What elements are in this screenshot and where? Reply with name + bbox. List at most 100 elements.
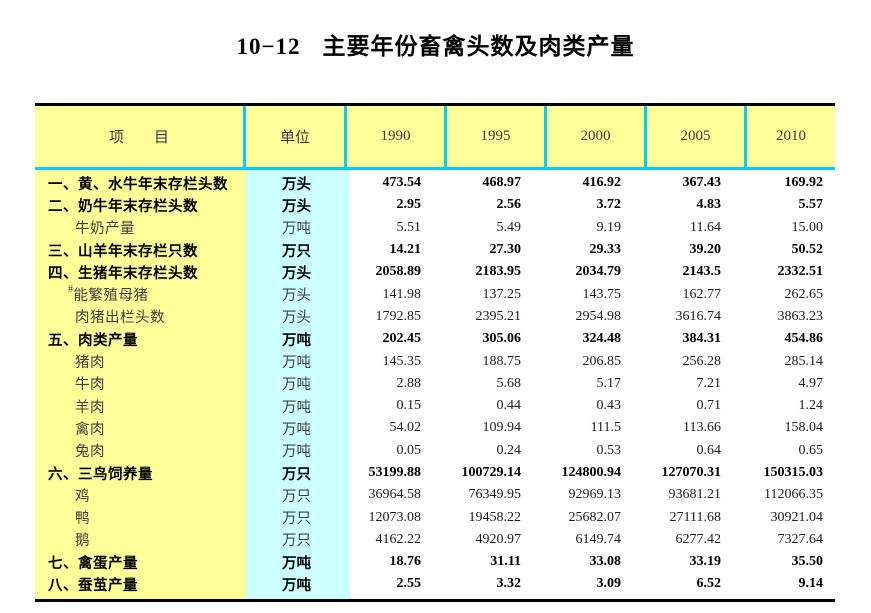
row-value-1995: 2183.95	[475, 264, 522, 280]
row-value-1990: 54.02	[389, 420, 422, 436]
table-row: # 能繁殖母猪 万头 141.98 137.25 143.75 162.77 26…	[35, 283, 835, 305]
row-label-cell: 一、黄、水牛年末存栏头数	[35, 172, 246, 194]
table-row: 鸡 万只 36964.58 76349.95 92969.13 93681.21…	[35, 484, 835, 506]
row-label-cell: # 能繁殖母猪	[35, 283, 246, 305]
row-value-1995: 109.94	[482, 420, 522, 436]
row-value-2010: 169.92	[784, 175, 824, 191]
row-value-1995: 27.30	[489, 242, 522, 258]
column-header-item: 项 目	[35, 106, 246, 167]
table-row: 六、三鸟饲养量 万只 53199.88 100729.14 124800.94 …	[35, 462, 835, 484]
row-unit: 万吨	[282, 377, 311, 394]
row-value-1995: 5.68	[496, 375, 522, 391]
row-value-2005: 11.64	[690, 219, 721, 235]
row-value-2000: 9.19	[596, 219, 622, 235]
row-unit: 万头	[282, 176, 311, 193]
row-value-2005: 27111.68	[669, 509, 721, 525]
row-value-2000: 6149.74	[575, 531, 622, 547]
row-value-1990: 18.76	[389, 554, 422, 570]
row-label-cell: 四、生猪年末存栏头数	[35, 261, 246, 283]
row-value-1990: 202.45	[382, 331, 422, 347]
row-unit: 万只	[282, 533, 311, 550]
table-row: 禽肉 万吨 54.02 109.94 111.5 113.66 158.04	[35, 417, 835, 439]
row-unit: 万只	[282, 488, 311, 505]
row-unit: 万吨	[282, 577, 311, 594]
statistics-table: 项 目 单位 1990 1995 2000 2005 2010 一、黄、水牛年末…	[35, 103, 835, 602]
row-label-cell: 鸭	[35, 506, 246, 528]
row-value-1990: 1792.85	[375, 308, 422, 324]
row-label: 五、肉类产量	[48, 332, 138, 349]
row-label: 禽肉	[75, 421, 105, 438]
row-value-1990: 473.54	[382, 175, 422, 191]
row-value-1995: 468.97	[482, 175, 522, 191]
row-value-2010: 150315.03	[763, 465, 824, 480]
row-value-1990: 145.35	[382, 353, 422, 369]
row-value-2000: 29.33	[589, 242, 622, 258]
row-value-1995: 0.44	[496, 398, 522, 414]
page-title: 10−12 主要年份畜禽头数及肉类产量	[0, 0, 871, 61]
row-value-2000: 2034.79	[575, 264, 622, 280]
row-value-2005: 7.21	[696, 375, 722, 391]
row-unit: 万吨	[282, 355, 311, 372]
row-value-1995: 137.25	[482, 286, 522, 302]
table-row: 七、禽蛋产量 万吨 18.76 31.11 33.08 33.19 35.50	[35, 551, 835, 573]
row-label: 八、蚕茧产量	[48, 577, 138, 594]
row-label: 鹅	[75, 533, 90, 550]
row-unit: 万头	[282, 198, 311, 215]
row-label: 六、三鸟饲养量	[48, 466, 153, 483]
row-label-cell: 禽肉	[35, 417, 246, 439]
row-unit: 万只	[282, 466, 311, 483]
table-number: 10−12	[236, 34, 301, 59]
row-value-2005: 384.31	[682, 331, 722, 347]
row-unit: 万只	[282, 243, 311, 260]
row-value-2005: 39.20	[689, 242, 722, 258]
row-value-1995: 19458.22	[468, 509, 522, 525]
row-value-1990: 4162.22	[375, 531, 422, 547]
table-row: 牛奶产量 万吨 5.51 5.49 9.19 11.64 15.00	[35, 217, 835, 239]
row-value-1990: 2058.89	[375, 264, 422, 280]
row-value-2010: 0.65	[798, 442, 824, 458]
table-row: 三、山羊年末存栏只数 万只 14.21 27.30 29.33 39.20 50…	[35, 239, 835, 261]
table-row: 二、奶牛年末存栏头数 万头 2.95 2.56 3.72 4.83 5.57	[35, 194, 835, 216]
table-row: 四、生猪年末存栏头数 万头 2058.89 2183.95 2034.79 21…	[35, 261, 835, 283]
row-label: 七、禽蛋产量	[48, 555, 138, 572]
row-value-1995: 100729.14	[461, 465, 522, 480]
row-value-2010: 262.65	[784, 286, 824, 302]
row-value-2000: 3.09	[596, 576, 622, 592]
row-label-cell: 鸡	[35, 484, 246, 506]
row-unit: 万吨	[282, 399, 311, 416]
row-unit: 万头	[282, 288, 311, 305]
row-unit: 万吨	[282, 444, 311, 461]
column-header-unit: 单位	[246, 106, 347, 167]
table-row: 鸭 万只 12073.08 19458.22 25682.07 27111.68…	[35, 506, 835, 528]
row-value-2010: 3863.23	[777, 308, 824, 324]
row-value-2010: 1.24	[798, 398, 824, 414]
row-value-2010: 5.57	[798, 197, 824, 213]
column-header-1990: 1990	[347, 106, 447, 167]
column-header-2000: 2000	[547, 106, 647, 167]
row-label-cell: 五、肉类产量	[35, 328, 246, 350]
row-value-2000: 324.48	[582, 331, 622, 347]
row-value-1995: 76349.95	[468, 487, 522, 503]
row-value-2000: 5.17	[596, 375, 622, 391]
row-value-2000: 124800.94	[561, 465, 622, 480]
row-value-2010: 15.00	[791, 219, 824, 235]
row-label: 能繁殖母猪	[73, 288, 149, 305]
row-label: 鸡	[75, 488, 90, 505]
row-value-2010: 9.14	[798, 576, 824, 592]
row-value-1990: 141.98	[382, 286, 422, 302]
row-value-2000: 2954.98	[575, 308, 622, 324]
row-value-2005: 6.52	[696, 576, 722, 592]
row-value-2010: 112066.35	[764, 487, 823, 503]
row-value-2005: 4.83	[696, 197, 722, 213]
row-value-2005: 0.71	[696, 398, 722, 414]
row-value-2005: 127070.31	[661, 465, 722, 480]
row-label: 一、黄、水牛年末存栏头数	[48, 176, 228, 193]
title-text: 主要年份畜禽头数及肉类产量	[322, 34, 635, 59]
table-row: 羊肉 万吨 0.15 0.44 0.43 0.71 1.24	[35, 395, 835, 417]
row-unit: 万吨	[282, 332, 311, 349]
row-unit: 万头	[282, 310, 311, 327]
row-value-2010: 50.52	[791, 242, 824, 258]
row-value-1995: 3.32	[496, 576, 522, 592]
row-value-1990: 53199.88	[368, 465, 422, 480]
